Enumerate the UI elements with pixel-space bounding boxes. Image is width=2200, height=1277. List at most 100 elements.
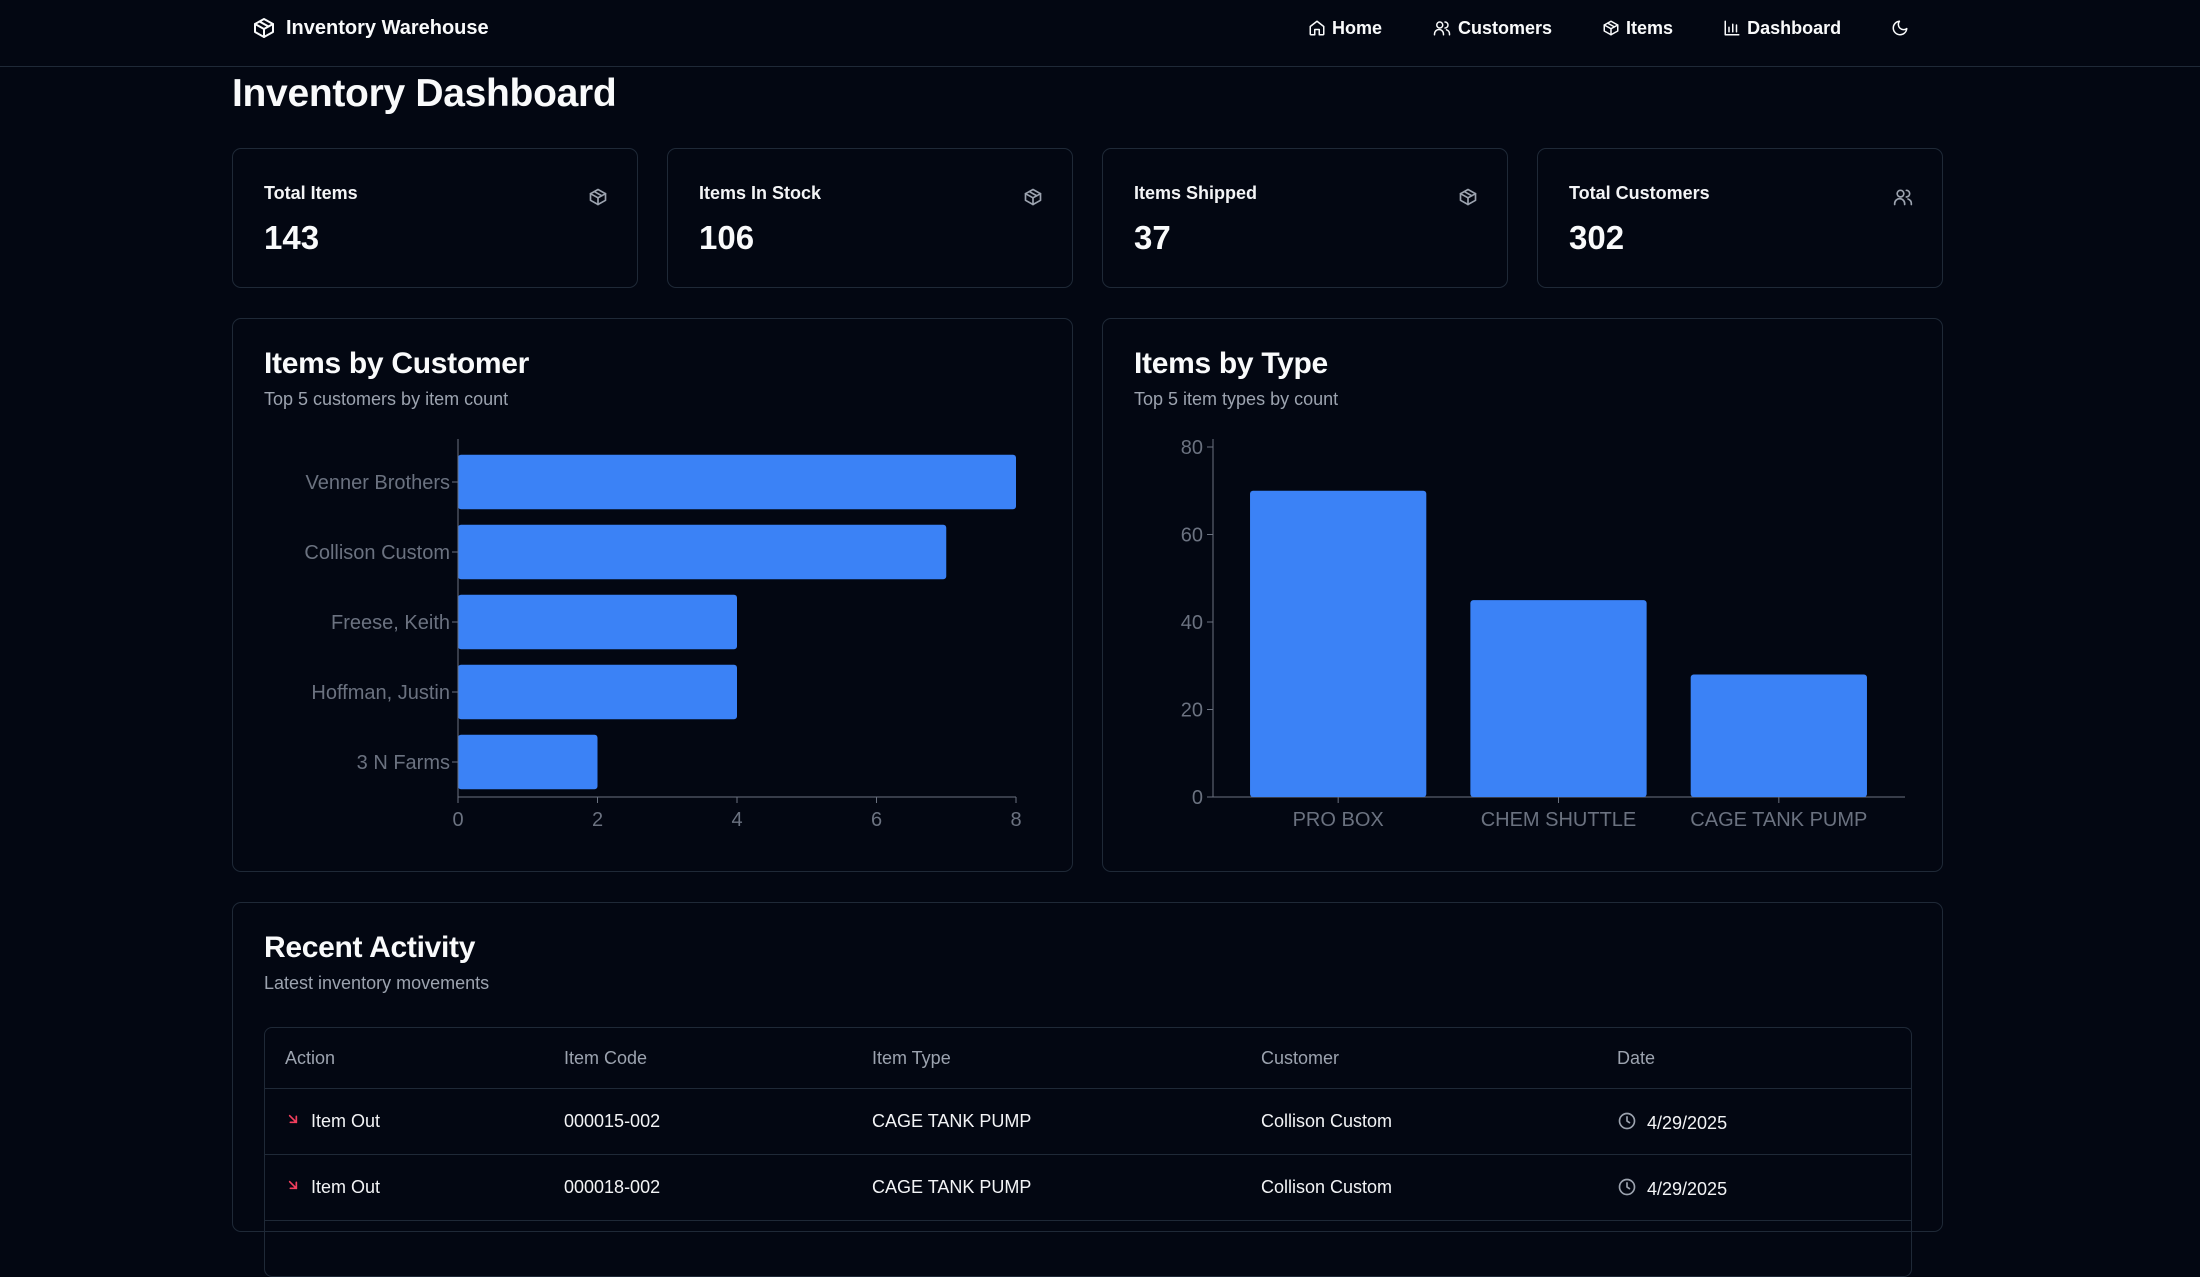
users-icon	[1432, 19, 1452, 37]
column-header-customer[interactable]: Customer	[1261, 1048, 1340, 1068]
date-cell: 4/29/2025	[1617, 1111, 1727, 1136]
nav-customers[interactable]: Customers	[1432, 18, 1552, 39]
customer-chart-card: Items by Customer Top 5 customers by ite…	[232, 318, 1073, 872]
stat-card-items-in-stock: Items In Stock 106	[667, 148, 1073, 288]
x-tick-label: 8	[1010, 809, 1021, 831]
activity-subtitle: Latest inventory movements	[264, 973, 490, 993]
date-cell: 4/29/2025	[1617, 1177, 1727, 1202]
column-header-item-code[interactable]: Item Code	[564, 1048, 648, 1068]
y-tick-label: Hoffman, Justin	[311, 682, 450, 704]
x-tick-label: 2	[592, 809, 603, 831]
y-tick-label: Freese, Keith	[331, 612, 450, 634]
package-icon	[588, 187, 608, 212]
type-bar-chart: 0 20 40 60 80 PRO BOX CHEM SHUTTLE CAGE TANK PU…	[1181, 437, 1905, 831]
customer-cell: Collison Custom	[1261, 1111, 1393, 1131]
arrow-down-right-icon	[285, 1177, 301, 1198]
package-icon	[1458, 187, 1478, 212]
nav-items-label: Items	[1626, 17, 1674, 38]
date-label: 4/29/2025	[1647, 1179, 1728, 1199]
bar	[458, 734, 598, 790]
clock-icon	[1617, 1177, 1637, 1202]
y-tick-label: 0	[1192, 787, 1203, 809]
action-cell: Item Out	[285, 1111, 380, 1132]
customer-bar-chart: Venner Brothers Collison Custom Freese, Ke…	[304, 439, 1022, 831]
y-tick-label: 20	[1181, 700, 1203, 722]
stat-value: 37	[1134, 219, 1171, 256]
page-title: Inventory Dashboard	[232, 72, 617, 115]
chart-subtitle: Top 5 customers by item count	[264, 389, 509, 409]
bar	[1250, 490, 1427, 797]
stat-value: 143	[264, 219, 320, 256]
bar	[1470, 600, 1647, 797]
bar	[458, 524, 947, 580]
bar	[458, 454, 1016, 510]
chart-title: Items by Type	[1134, 347, 1328, 380]
item-code-cell: 000018-002	[564, 1177, 661, 1197]
date-label: 4/29/2025	[1647, 1113, 1728, 1133]
y-tick-label: 3 N Farms	[357, 752, 450, 774]
users-icon	[1893, 187, 1913, 212]
x-tick-label: 6	[871, 809, 882, 831]
arrow-down-right-icon	[285, 1111, 301, 1132]
recent-activity-card: Recent Activity Latest inventory movemen…	[232, 902, 1943, 1277]
x-tick-label: CHEM SHUTTLE	[1481, 809, 1637, 831]
table-header: Action Item Code Item Type Customer Date	[265, 1028, 1911, 1089]
stat-label: Items Shipped	[1134, 183, 1258, 203]
theme-toggle-button[interactable]	[1891, 19, 1909, 37]
item-type-cell: CAGE TANK PUMP	[872, 1177, 1032, 1197]
table-row[interactable]: Item Out 000018-002 CAGE TANK PUMP Colli…	[265, 1155, 1911, 1221]
x-tick-label: 0	[452, 809, 463, 831]
action-label: Item Out	[311, 1111, 381, 1131]
package-icon	[252, 16, 276, 40]
y-tick-label: 60	[1181, 525, 1203, 547]
brand-name: Inventory Warehouse	[286, 16, 489, 39]
action-cell: Item Out	[285, 1177, 380, 1198]
stat-card-total-items: Total Items 143	[232, 148, 638, 288]
home-icon	[1308, 19, 1326, 37]
package-icon	[1023, 187, 1043, 212]
stat-value: 106	[699, 219, 755, 256]
y-tick-label: 80	[1181, 437, 1203, 459]
nav-items[interactable]: Items	[1602, 18, 1673, 39]
activity-table: Action Item Code Item Type Customer Date…	[264, 1027, 1912, 1277]
table-row[interactable]: Item Out 000015-002 CAGE TANK PUMP Colli…	[265, 1089, 1911, 1155]
moon-icon	[1891, 19, 1909, 37]
main-nav: Home Customers Items Dashboard	[1308, 14, 1909, 42]
stat-card-total-customers: Total Customers 302	[1537, 148, 1943, 288]
package-icon	[1602, 19, 1620, 37]
column-header-action[interactable]: Action	[285, 1048, 336, 1068]
bar	[458, 664, 737, 720]
chart-subtitle: Top 5 item types by count	[1134, 389, 1339, 409]
nav-dashboard[interactable]: Dashboard	[1723, 18, 1841, 39]
top-navbar: Inventory Warehouse Home Customers Items…	[0, 0, 2200, 67]
x-tick-label: 4	[731, 809, 742, 831]
item-type-cell: CAGE TANK PUMP	[872, 1111, 1032, 1131]
bar	[1690, 674, 1867, 797]
bar	[458, 594, 737, 650]
bar-chart-icon	[1723, 19, 1741, 37]
stat-card-items-shipped: Items Shipped 37	[1102, 148, 1508, 288]
action-label: Item Out	[311, 1177, 381, 1197]
brand[interactable]: Inventory Warehouse	[252, 14, 489, 42]
nav-customers-label: Customers	[1458, 17, 1553, 38]
item-code-cell: 000015-002	[564, 1111, 661, 1131]
y-tick-label: Collison Custom	[304, 542, 450, 564]
stat-label: Items In Stock	[699, 183, 822, 203]
chart-title: Items by Customer	[264, 347, 529, 380]
clock-icon	[1617, 1111, 1637, 1136]
nav-home[interactable]: Home	[1308, 18, 1382, 39]
nav-dashboard-label: Dashboard	[1747, 17, 1842, 38]
activity-title: Recent Activity	[264, 931, 476, 964]
stat-label: Total Customers	[1569, 183, 1710, 203]
x-tick-label: CAGE TANK PUMP	[1690, 809, 1867, 831]
x-tick-label: PRO BOX	[1293, 809, 1384, 831]
column-header-item-type[interactable]: Item Type	[872, 1048, 951, 1068]
nav-home-label: Home	[1332, 17, 1383, 38]
column-header-date[interactable]: Date	[1617, 1048, 1656, 1068]
y-tick-label: 40	[1181, 612, 1203, 634]
customer-cell: Collison Custom	[1261, 1177, 1393, 1197]
stat-label: Total Items	[264, 183, 358, 203]
stat-value: 302	[1569, 219, 1625, 256]
type-chart-card: Items by Type Top 5 item types by count …	[1102, 318, 1943, 872]
y-tick-label: Venner Brothers	[305, 472, 450, 494]
